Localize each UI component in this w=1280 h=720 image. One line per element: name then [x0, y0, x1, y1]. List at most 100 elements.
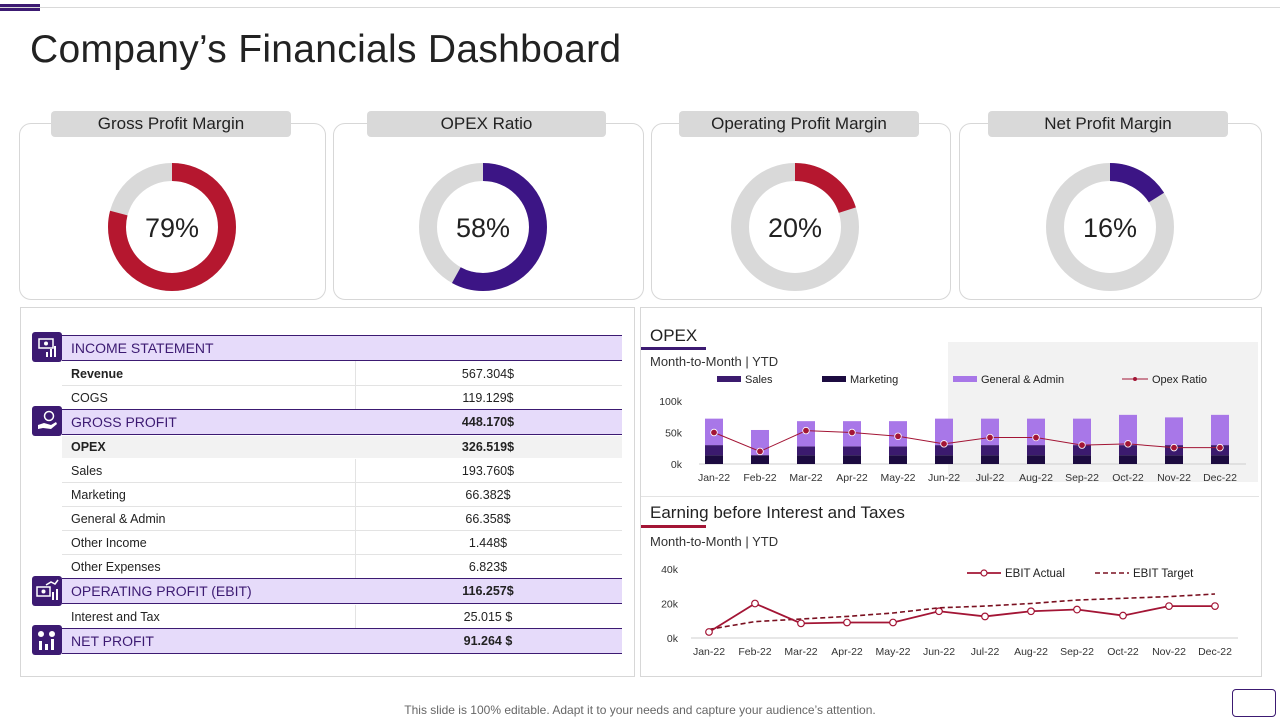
bar-sales	[1073, 445, 1091, 456]
x-tick-label: Apr-22	[831, 646, 863, 658]
section-title-net-profit: NET PROFIT	[71, 633, 154, 649]
section-value-operating-profit: 116.257$	[462, 584, 514, 598]
bar-marketing	[751, 455, 769, 464]
row-divider	[62, 530, 622, 531]
row-divider	[62, 482, 622, 483]
x-tick-label: May-22	[875, 646, 910, 658]
ebit-chart-subtitle: Month-to-Month | YTD	[650, 534, 779, 549]
kpi-card-operating-profit-margin	[651, 123, 951, 300]
x-tick-label: Nov-22	[1152, 646, 1186, 658]
x-tick-label: Feb-22	[738, 646, 771, 658]
row-label-sales: Sales	[71, 464, 103, 478]
corner-box	[1232, 689, 1276, 717]
row-value-other-income: 1.448$	[468, 536, 508, 550]
income-statement-panel	[20, 307, 635, 677]
kpi-card-opex-ratio	[333, 123, 644, 300]
ebit-line-chart: 0k 20k 40k Jan-22 Feb-22 Mar-22 Apr-22 May-22 Ju…	[661, 564, 1238, 658]
column-divider	[355, 605, 356, 628]
donut-opex-ratio: 58%	[419, 163, 547, 291]
opex-bar-chart: 0k 50k 100k Jan-22 Feb-22 Mar-22 Apr-22 May-22 J…	[659, 342, 1258, 484]
y-tick-label: 0k	[667, 633, 679, 645]
bar-marketing	[1073, 455, 1091, 464]
x-tick-label: Apr-22	[836, 472, 868, 484]
money-chart-icon	[32, 576, 62, 606]
y-tick-label: 100k	[659, 396, 683, 408]
section-bar-gross-profit	[62, 409, 622, 435]
row-divider	[62, 554, 622, 555]
x-tick-label: Aug-22	[1019, 472, 1053, 484]
legend-label-opex-ratio: Opex Ratio	[1152, 374, 1207, 386]
donut-arc	[1046, 163, 1174, 291]
point-ebit-actual	[981, 612, 989, 621]
x-tick-label: Mar-22	[789, 472, 822, 484]
ebit-chart-title: Earning before Interest and Taxes	[650, 503, 905, 522]
opex-title-underline	[641, 347, 706, 350]
x-tick-label: Oct-22	[1112, 472, 1144, 484]
point-opex-ratio	[1170, 443, 1178, 452]
row-label-interest-tax: Interest and Tax	[71, 610, 160, 624]
bar-sales	[935, 445, 953, 456]
point-ebit-actual	[889, 618, 897, 627]
x-tick-label: Mar-22	[784, 646, 817, 658]
plot-shade	[948, 342, 1258, 482]
bar-sales	[797, 446, 815, 456]
section-value-net-profit: 91.264 $	[463, 634, 513, 648]
row-value-general-admin: 66.358$	[465, 512, 511, 526]
point-ebit-actual	[1165, 602, 1173, 610]
point-opex-ratio	[1032, 433, 1040, 442]
kpi-value-opex-ratio: 58%	[456, 213, 510, 243]
bar-marketing	[889, 455, 907, 464]
opex-row-highlight	[62, 436, 622, 458]
money-chart-icon	[32, 332, 62, 362]
y-tick-label: 20k	[661, 599, 679, 611]
bar-sales	[981, 445, 999, 456]
point-opex-ratio	[940, 440, 948, 448]
legend-swatch-sales	[717, 376, 741, 382]
y-tick-label: 40k	[661, 564, 679, 576]
x-tick-label: Aug-22	[1014, 646, 1048, 658]
row-value-revenue: 567.304$	[461, 367, 515, 381]
bar-marketing	[843, 455, 861, 464]
row-value-marketing: 66.382$	[465, 488, 511, 502]
y-tick-label: 0k	[671, 459, 683, 471]
section-value-gross-profit: 448.170$	[461, 415, 515, 429]
bar-general-admin	[1073, 418, 1091, 446]
point-ebit-actual	[1119, 611, 1127, 620]
point-opex-ratio	[894, 432, 902, 440]
point-opex-ratio	[848, 428, 856, 437]
kpi-value-gross-profit-margin: 79%	[145, 213, 199, 243]
row-value-opex: 326.519$	[461, 440, 515, 454]
point-opex-ratio	[1216, 443, 1224, 452]
x-tick-label: Jun-22	[923, 646, 955, 658]
y-tick-label: 50k	[665, 428, 683, 440]
bar-sales	[1027, 445, 1045, 456]
row-label-marketing: Marketing	[71, 488, 126, 502]
row-label-other-expenses: Other Expenses	[71, 560, 161, 574]
point-opex-ratio	[756, 447, 764, 456]
section-title-gross-profit: GROSS PROFIT	[71, 414, 177, 430]
ebit-title-underline	[641, 525, 706, 528]
section-title-income-statement: INCOME STATEMENT	[71, 340, 214, 356]
legend-label-ebit-target: EBIT Target	[1133, 568, 1194, 580]
x-tick-label: Dec-22	[1198, 646, 1232, 658]
section-bar-operating-profit	[62, 578, 622, 604]
point-ebit-actual	[797, 619, 805, 628]
legend-swatch-marketing	[822, 376, 846, 382]
donut-operating-profit-margin: 20%	[731, 163, 859, 291]
x-tick-label: Jun-22	[928, 472, 960, 484]
bar-marketing	[1211, 455, 1229, 464]
x-tick-label: Jan-22	[693, 646, 725, 658]
donut-arc	[731, 163, 859, 291]
row-value-interest-tax: 25.015 $	[463, 610, 513, 624]
row-label-opex: OPEX	[71, 440, 106, 454]
kpi-card-gross-profit-margin	[19, 123, 326, 300]
legend-marker-ebit-actual	[980, 569, 988, 577]
point-opex-ratio	[710, 428, 718, 437]
point-opex-ratio	[986, 433, 994, 442]
x-tick-label: May-22	[880, 472, 915, 484]
legend-marker-opex-ratio	[1133, 377, 1137, 381]
kpi-value-net-profit-margin: 16%	[1083, 213, 1137, 243]
x-tick-label: Sep-22	[1060, 646, 1094, 658]
bar-general-admin	[1211, 414, 1229, 446]
point-opex-ratio	[1124, 440, 1132, 448]
